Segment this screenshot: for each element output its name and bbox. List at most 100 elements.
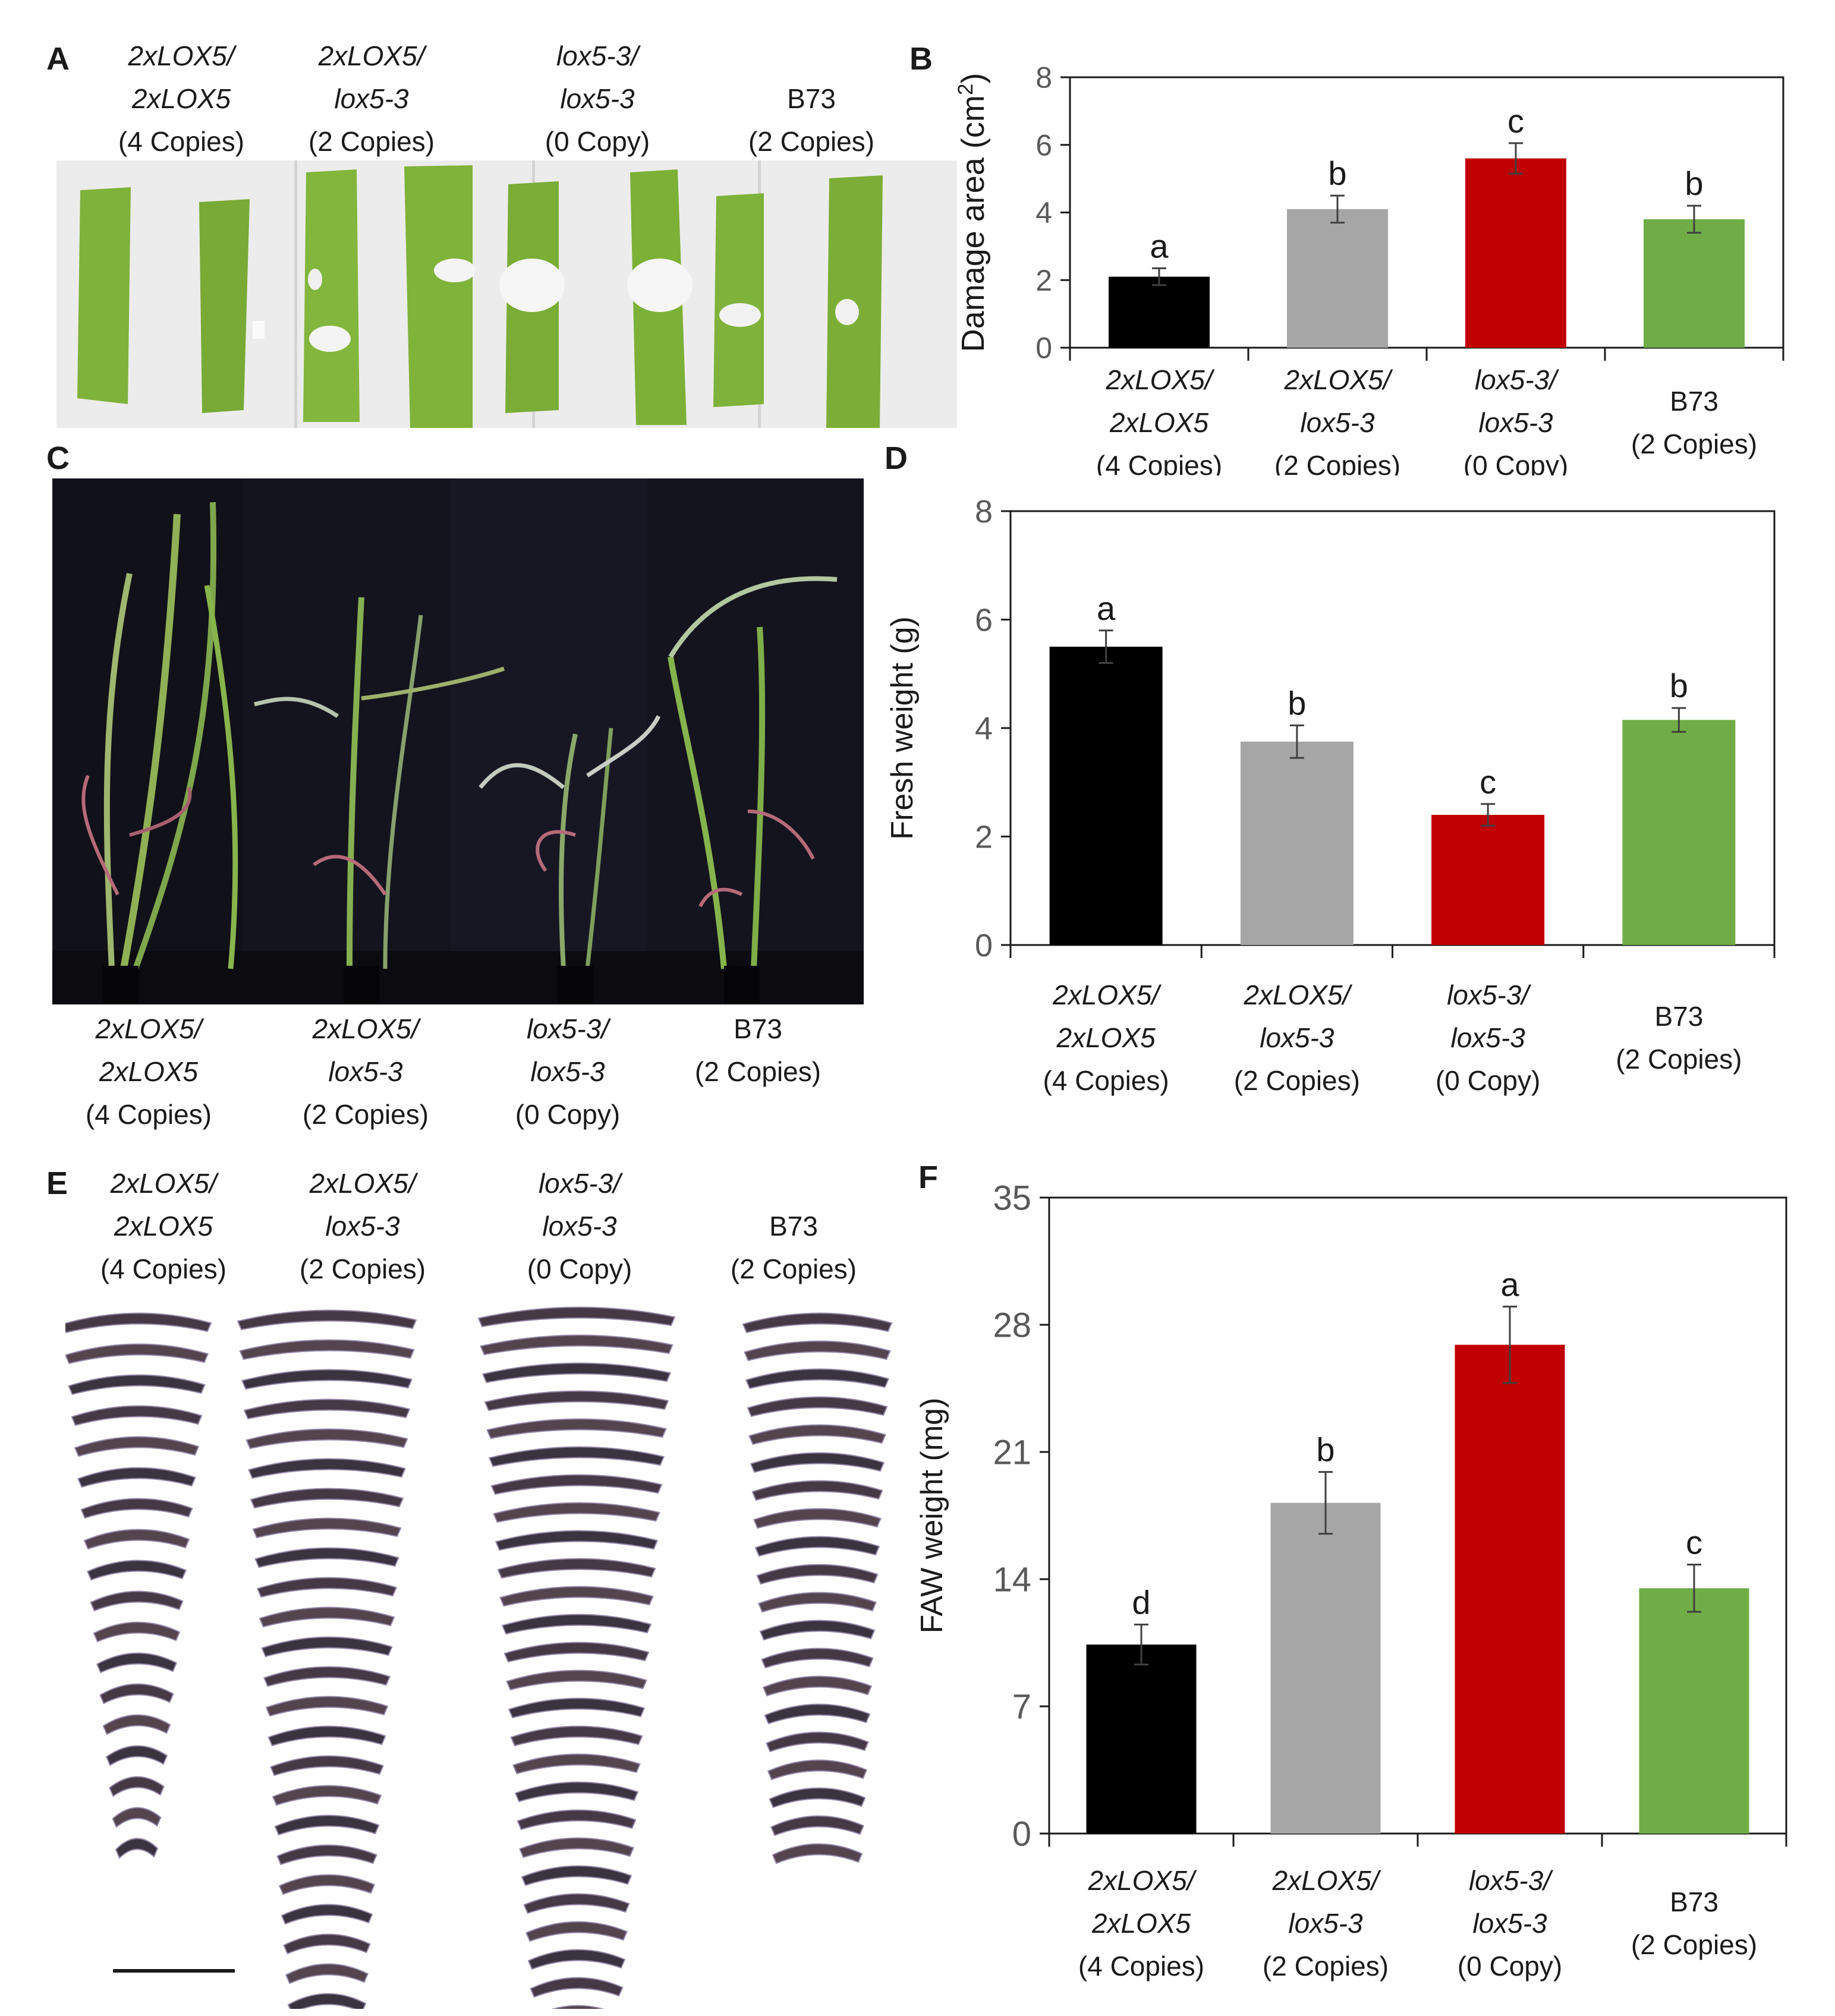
chart-b-significance-letter: b [1328, 155, 1346, 192]
chart-b-category-label: (2 Copies) [1631, 429, 1757, 459]
chart-f-significance-letter: c [1686, 1524, 1702, 1561]
chart-f-bar [1086, 1645, 1197, 1834]
larva [270, 1755, 384, 1776]
larva [501, 1614, 652, 1635]
larva [521, 1865, 632, 1886]
chart-d-category-label: (0 Copy) [1436, 1065, 1540, 1096]
larva [261, 1636, 393, 1658]
larva [83, 1529, 190, 1550]
larva [750, 1452, 885, 1473]
larva [756, 1564, 879, 1585]
larva [245, 1428, 408, 1450]
chart-b-ytick-label: 8 [1035, 61, 1052, 94]
larva [272, 1785, 382, 1806]
chart-d-ytick-label: 0 [975, 928, 993, 963]
larva [493, 1502, 660, 1523]
larva [239, 1339, 415, 1360]
chart-f-bar [1639, 1588, 1749, 1834]
chart-f-category-label: lox5-3 [1288, 1908, 1363, 1939]
larva [252, 1517, 402, 1539]
larva [112, 1807, 162, 1828]
panel-label-f: F [918, 1160, 938, 1195]
chart-b-ytick-label: 6 [1035, 128, 1052, 162]
larvae-photo-drawing [65, 1306, 893, 2009]
larva [248, 1458, 406, 1479]
chart-d-category-label: (2 Copies) [1234, 1065, 1360, 1096]
chart-b-category-label: lox5-3 [1300, 407, 1375, 438]
larva [517, 1809, 637, 1831]
larva [87, 1560, 187, 1581]
plant-photo [52, 478, 864, 1004]
chart-b-ytick-label: 4 [1035, 196, 1052, 229]
chart-f-category-label: (4 Copies) [1078, 1951, 1204, 1982]
larva [263, 1666, 391, 1687]
larva [525, 1921, 628, 1942]
chart-d-ylabel: Fresh weight (g) [885, 616, 920, 840]
larva [77, 1467, 196, 1488]
larva [523, 1893, 630, 1914]
chart-d-significance-letter: b [1670, 667, 1688, 704]
chart-d-ytick-label: 4 [975, 711, 993, 746]
larva [769, 1787, 866, 1809]
larva [237, 1309, 417, 1331]
chart-d-ytick-label: 6 [975, 602, 993, 638]
chart-d-category-label: lox5-3 [1260, 1022, 1334, 1053]
chart-f-category-label: lox5-3/ [1469, 1865, 1553, 1896]
larva [514, 1781, 639, 1803]
larva [105, 1745, 168, 1766]
larva [250, 1488, 404, 1509]
panel-c-genotype-2: 2xLOX5/lox5-3 (2 Copies) [302, 1013, 429, 1130]
chart-d-significance-letter: b [1288, 684, 1306, 722]
chart-b-bar [1465, 158, 1566, 348]
chart-f-ylabel: FAW weight (mg) [915, 1398, 949, 1634]
larva [267, 1725, 386, 1747]
larva [68, 1374, 206, 1396]
chart-b-category-label: lox5-3/ [1475, 364, 1559, 395]
panel-e-genotype-1: 2xLOX5/2xLOX5 (4 Copies) [100, 1168, 227, 1284]
panel-c-genotype-4: B73 (2 Copies) [694, 1013, 821, 1087]
larva [488, 1446, 665, 1467]
larva [772, 1843, 863, 1864]
chart-f-category-label: 2xLOX5/ [1088, 1865, 1197, 1896]
chart-b-significance-letter: a [1150, 227, 1169, 264]
chart-b-category-label: B73 [1670, 386, 1718, 417]
panel-a-genotype-1: 2xLOX5/2xLOX5 (4 Copies) [118, 40, 245, 157]
chart-f-category-label: 2xLOX5/ [1272, 1865, 1381, 1896]
larva [241, 1369, 413, 1390]
larva [102, 1714, 171, 1735]
chart-d-category-label: lox5-3/ [1447, 979, 1531, 1010]
panel-a-genotype-4: B73 (2 Copies) [748, 83, 875, 157]
larva [499, 1586, 654, 1607]
larvae-photo [65, 1296, 898, 2009]
chart-f-ytick-label: 28 [993, 1306, 1031, 1344]
chart-b-category-label: 2xLOX5/ [1284, 364, 1393, 395]
chart-f-ytick-label: 14 [993, 1560, 1031, 1599]
larva [751, 1480, 883, 1501]
larva [761, 1648, 874, 1669]
larva [527, 1949, 626, 1970]
chart-b-significance-letter: c [1507, 102, 1524, 140]
larva [80, 1498, 193, 1519]
larva [745, 1368, 890, 1390]
larva [481, 1362, 672, 1384]
chart-f-bar [1270, 1502, 1381, 1834]
chart-b-category-label: (4 Copies) [1096, 450, 1222, 475]
larva [254, 1547, 399, 1568]
chart-d-bar [1240, 741, 1354, 945]
larva [759, 1620, 876, 1641]
chart-f-ytick-label: 35 [993, 1179, 1031, 1217]
panel-label-a: A [46, 41, 70, 77]
chart-d-category-label: 2xLOX5/ [1052, 979, 1162, 1010]
larva [503, 1642, 650, 1663]
chart-b-ytick-label: 0 [1035, 332, 1052, 365]
chart-d-category-label: lox5-3 [1450, 1022, 1525, 1053]
larva [747, 1396, 888, 1418]
larva [274, 1815, 380, 1836]
larva [109, 1776, 165, 1797]
chart-d-category-label: 2xLOX5 [1056, 1022, 1156, 1053]
chart-b-damage-area: 0 2 4 6 8 Damage area (cm2) a 2xLOX5/2xLOX5 (4 C… [954, 61, 1784, 475]
chart-f-ytick-label: 0 [1012, 1815, 1031, 1853]
larva [65, 1343, 209, 1365]
larva [753, 1508, 882, 1529]
leaf-damage-photo [56, 160, 957, 428]
